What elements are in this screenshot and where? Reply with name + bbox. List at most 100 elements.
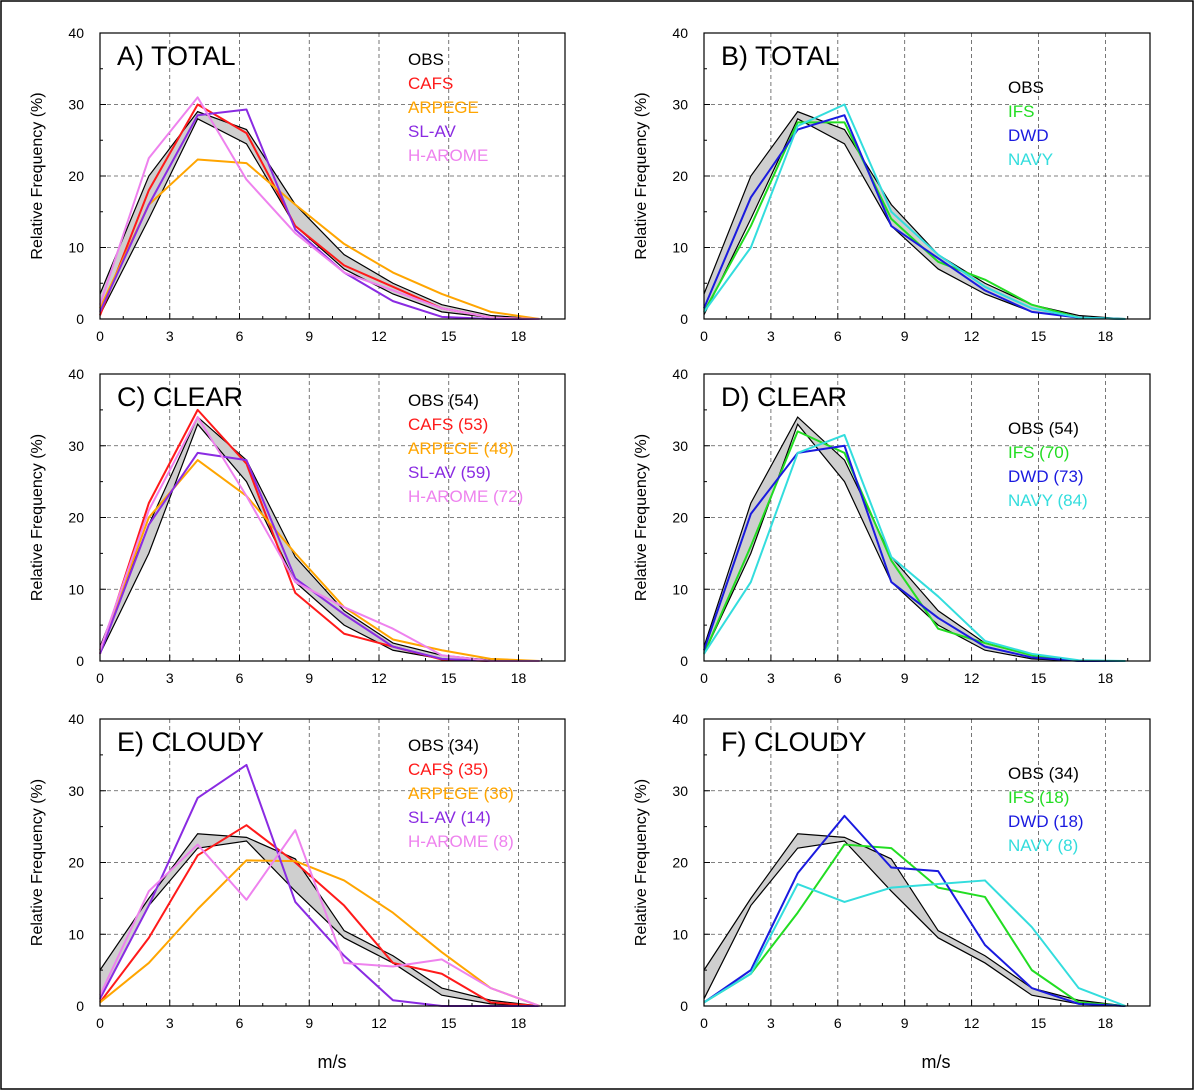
legend-entry-obs: OBS (34) xyxy=(1008,764,1079,783)
panel-title: B) TOTAL xyxy=(721,41,840,71)
x-tick-label: 9 xyxy=(901,670,909,686)
series-line-4 xyxy=(99,416,540,662)
legend-entry-3: NAVY xyxy=(1008,150,1053,169)
y-tick-label: 0 xyxy=(680,653,688,669)
y-tick-label: 30 xyxy=(672,97,688,113)
x-tick-label: 9 xyxy=(901,328,909,344)
legend-entry-1: CAFS xyxy=(408,74,453,93)
legend-entry-2: DWD (18) xyxy=(1008,812,1084,831)
series-line-4 xyxy=(99,829,540,1007)
panel-title: E) CLOUDY xyxy=(117,727,264,757)
legend-entry-obs: OBS (54) xyxy=(1008,419,1079,438)
y-tick-label: 20 xyxy=(672,510,688,526)
x-tick-label: 12 xyxy=(371,1015,387,1031)
x-tick-label: 18 xyxy=(1098,1015,1114,1031)
panel-2: 0 3 6 9 12 15 18 0 10 20 30 40 Relative Frequency (%… xyxy=(633,25,1151,344)
series-line-4 xyxy=(99,96,540,320)
y-tick-label: 20 xyxy=(68,510,84,526)
y-tick-label: 10 xyxy=(68,581,84,597)
x-axis-label-right: m/s xyxy=(922,1052,951,1072)
legend: OBS (54) CAFS (53) ARPEGE (48) SL-AV (59) H-… xyxy=(408,391,523,506)
x-tick-label: 15 xyxy=(441,328,457,344)
series-line-2 xyxy=(99,859,540,1007)
x-tick-label: 18 xyxy=(511,1015,527,1031)
y-tick-label: 10 xyxy=(672,240,688,256)
x-tick-label: 6 xyxy=(236,1015,244,1031)
legend: OBS (54) IFS (70) DWD (73) NAVY (84) xyxy=(1008,419,1088,510)
y-tick-label: 20 xyxy=(68,855,84,871)
x-tick-label: 0 xyxy=(96,670,104,686)
panel-3: 0 3 6 9 12 15 18 0 10 20 30 40 Relative Frequency (%… xyxy=(29,366,566,686)
y-axis-label: Relative Frequency (%) xyxy=(633,92,650,259)
y-tick-label: 20 xyxy=(672,168,688,184)
series-line-1 xyxy=(703,121,1126,320)
y-axis-label: Relative Frequency (%) xyxy=(29,92,46,259)
y-tick-label: 30 xyxy=(672,438,688,454)
series-line-2 xyxy=(703,444,1126,662)
legend-entry-1: IFS xyxy=(1008,102,1034,121)
x-tick-label: 15 xyxy=(1031,328,1047,344)
x-tick-label: 3 xyxy=(166,328,174,344)
panel-5: 0 3 6 9 12 15 18 0 10 20 30 40 Relative Frequency (%… xyxy=(29,711,566,1031)
series-line-1 xyxy=(99,824,540,1007)
x-tick-label: 0 xyxy=(96,1015,104,1031)
series-line-1 xyxy=(703,843,1126,1007)
legend-entry-3: SL-AV xyxy=(408,122,457,141)
y-tick-label: 0 xyxy=(680,311,688,327)
panel-title: C) CLEAR xyxy=(117,382,243,412)
y-tick-label: 10 xyxy=(672,926,688,942)
y-tick-label: 40 xyxy=(672,366,688,382)
x-tick-label: 6 xyxy=(236,328,244,344)
x-tick-label: 18 xyxy=(1098,670,1114,686)
y-tick-label: 30 xyxy=(68,783,84,799)
y-tick-label: 0 xyxy=(76,311,84,327)
legend-entry-4: H-AROME (8) xyxy=(408,832,514,851)
legend-entry-2: DWD xyxy=(1008,126,1049,145)
series-line-2 xyxy=(703,114,1126,320)
x-tick-label: 6 xyxy=(236,670,244,686)
series-line-3 xyxy=(703,103,1126,320)
x-tick-label: 0 xyxy=(96,328,104,344)
obs-band-upper-line xyxy=(703,833,1126,1007)
series-line-3 xyxy=(703,433,1126,662)
y-tick-label: 30 xyxy=(68,438,84,454)
legend: OBS IFS DWD NAVY xyxy=(1008,78,1053,169)
y-tick-label: 40 xyxy=(672,25,688,41)
legend-entry-2: ARPEGE (36) xyxy=(408,784,514,803)
y-tick-label: 20 xyxy=(672,855,688,871)
y-tick-label: 40 xyxy=(68,711,84,727)
series-line-3 xyxy=(99,451,540,662)
x-tick-label: 6 xyxy=(834,328,842,344)
legend-entry-obs: OBS xyxy=(408,50,444,69)
legend-entry-4: H-AROME xyxy=(408,146,488,165)
x-tick-label: 9 xyxy=(901,1015,909,1031)
panel-title: D) CLEAR xyxy=(721,382,847,412)
y-axis-label: Relative Frequency (%) xyxy=(633,434,650,601)
legend-entry-obs: OBS (54) xyxy=(408,391,479,410)
y-tick-label: 10 xyxy=(68,240,84,256)
legend-entry-1: IFS (70) xyxy=(1008,443,1069,462)
x-tick-label: 18 xyxy=(1098,328,1114,344)
series-line-2 xyxy=(99,158,540,320)
series-line-3 xyxy=(703,879,1126,1007)
y-tick-label: 20 xyxy=(68,168,84,184)
x-tick-label: 15 xyxy=(441,670,457,686)
x-tick-label: 3 xyxy=(767,328,775,344)
y-tick-label: 10 xyxy=(68,926,84,942)
y-axis-label: Relative Frequency (%) xyxy=(29,434,46,601)
series-line-2 xyxy=(703,814,1126,1007)
x-tick-label: 0 xyxy=(700,670,708,686)
legend-entry-obs: OBS (34) xyxy=(408,736,479,755)
y-tick-label: 30 xyxy=(68,97,84,113)
legend-entry-2: DWD (73) xyxy=(1008,467,1084,486)
series-line-1 xyxy=(703,430,1126,662)
x-tick-label: 3 xyxy=(767,670,775,686)
legend-entry-4: H-AROME (72) xyxy=(408,487,523,506)
panel-title: F) CLOUDY xyxy=(721,727,867,757)
y-axis-label: Relative Frequency (%) xyxy=(633,779,650,946)
legend-entry-3: SL-AV (59) xyxy=(408,463,491,482)
x-tick-label: 6 xyxy=(834,1015,842,1031)
y-tick-label: 40 xyxy=(68,366,84,382)
x-axis-label-left: m/s xyxy=(318,1052,347,1072)
